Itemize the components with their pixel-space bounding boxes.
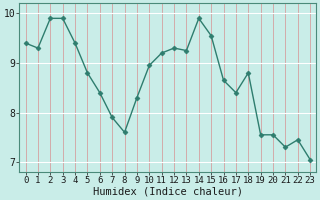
X-axis label: Humidex (Indice chaleur): Humidex (Indice chaleur) [93,187,243,197]
